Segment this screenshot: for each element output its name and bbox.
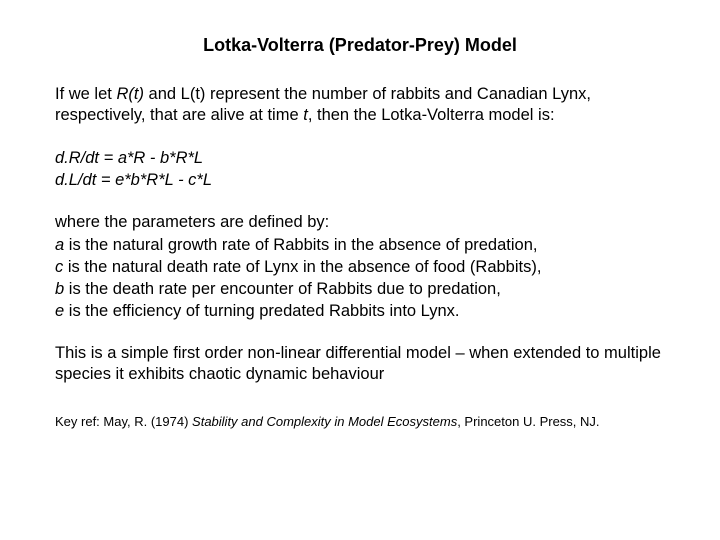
intro-paragraph: If we let R(t) and L(t) represent the nu… bbox=[55, 84, 665, 127]
param-c-symbol: c bbox=[55, 258, 63, 276]
params-intro: where the parameters are defined by: bbox=[55, 211, 665, 233]
param-b-line: b is the death rate per encounter of Rab… bbox=[55, 278, 665, 300]
intro-rt: R(t) bbox=[116, 85, 144, 103]
param-b-symbol: b bbox=[55, 280, 64, 298]
reference-line: Key ref: May, R. (1974) Stability and Co… bbox=[55, 414, 665, 431]
ref-pre: Key ref: May, R. (1974) bbox=[55, 414, 192, 429]
closing-paragraph: This is a simple first order non-linear … bbox=[55, 343, 665, 386]
ref-post: , Princeton U. Press, NJ. bbox=[457, 414, 599, 429]
param-e-symbol: e bbox=[55, 302, 64, 320]
page-title: Lotka-Volterra (Predator-Prey) Model bbox=[55, 35, 665, 56]
parameters-block: where the parameters are defined by: a i… bbox=[55, 211, 665, 322]
param-e-line: e is the efficiency of turning predated … bbox=[55, 300, 665, 322]
param-c-line: c is the natural death rate of Lynx in t… bbox=[55, 256, 665, 278]
ref-title: Stability and Complexity in Model Ecosys… bbox=[192, 414, 457, 429]
param-a-text: is the natural growth rate of Rabbits in… bbox=[64, 236, 537, 254]
intro-pre: If we let bbox=[55, 85, 116, 103]
equation-2: d.L/dt = e*b*R*L - c*L bbox=[55, 169, 665, 191]
intro-lt: L(t) bbox=[181, 85, 206, 103]
intro-mid1: and bbox=[144, 85, 181, 103]
param-b-text: is the death rate per encounter of Rabbi… bbox=[64, 280, 501, 298]
param-e-text: is the efficiency of turning predated Ra… bbox=[64, 302, 459, 320]
param-a-symbol: a bbox=[55, 236, 64, 254]
equations-block: d.R/dt = a*R - b*R*L d.L/dt = e*b*R*L - … bbox=[55, 147, 665, 192]
param-a-line: a is the natural growth rate of Rabbits … bbox=[55, 234, 665, 256]
equation-1: d.R/dt = a*R - b*R*L bbox=[55, 147, 665, 169]
intro-post: , then the Lotka-Volterra model is: bbox=[308, 106, 555, 124]
param-c-text: is the natural death rate of Lynx in the… bbox=[63, 258, 541, 276]
